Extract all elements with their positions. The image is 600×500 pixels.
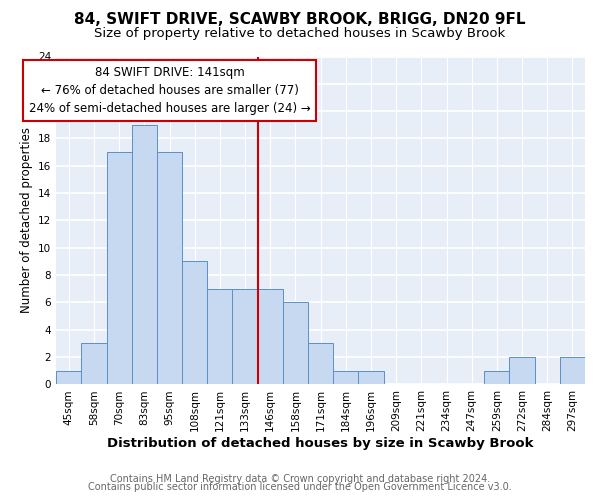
Bar — [182, 262, 208, 384]
Text: Contains public sector information licensed under the Open Government Licence v3: Contains public sector information licen… — [88, 482, 512, 492]
Bar — [560, 357, 585, 384]
Text: 84, SWIFT DRIVE, SCAWBY BROOK, BRIGG, DN20 9FL: 84, SWIFT DRIVE, SCAWBY BROOK, BRIGG, DN… — [74, 12, 526, 28]
Bar — [157, 152, 182, 384]
Bar — [283, 302, 308, 384]
Bar — [208, 289, 232, 384]
Bar — [358, 371, 383, 384]
Bar — [56, 371, 82, 384]
Bar — [132, 125, 157, 384]
Bar — [232, 289, 257, 384]
Bar — [82, 344, 107, 384]
Text: 84 SWIFT DRIVE: 141sqm
← 76% of detached houses are smaller (77)
24% of semi-det: 84 SWIFT DRIVE: 141sqm ← 76% of detached… — [29, 66, 310, 115]
Bar — [484, 371, 509, 384]
Bar — [308, 344, 333, 384]
Bar — [107, 152, 132, 384]
X-axis label: Distribution of detached houses by size in Scawby Brook: Distribution of detached houses by size … — [107, 437, 534, 450]
Text: Size of property relative to detached houses in Scawby Brook: Size of property relative to detached ho… — [94, 28, 506, 40]
Bar — [257, 289, 283, 384]
Bar — [509, 357, 535, 384]
Text: Contains HM Land Registry data © Crown copyright and database right 2024.: Contains HM Land Registry data © Crown c… — [110, 474, 490, 484]
Bar — [333, 371, 358, 384]
Y-axis label: Number of detached properties: Number of detached properties — [20, 128, 32, 314]
